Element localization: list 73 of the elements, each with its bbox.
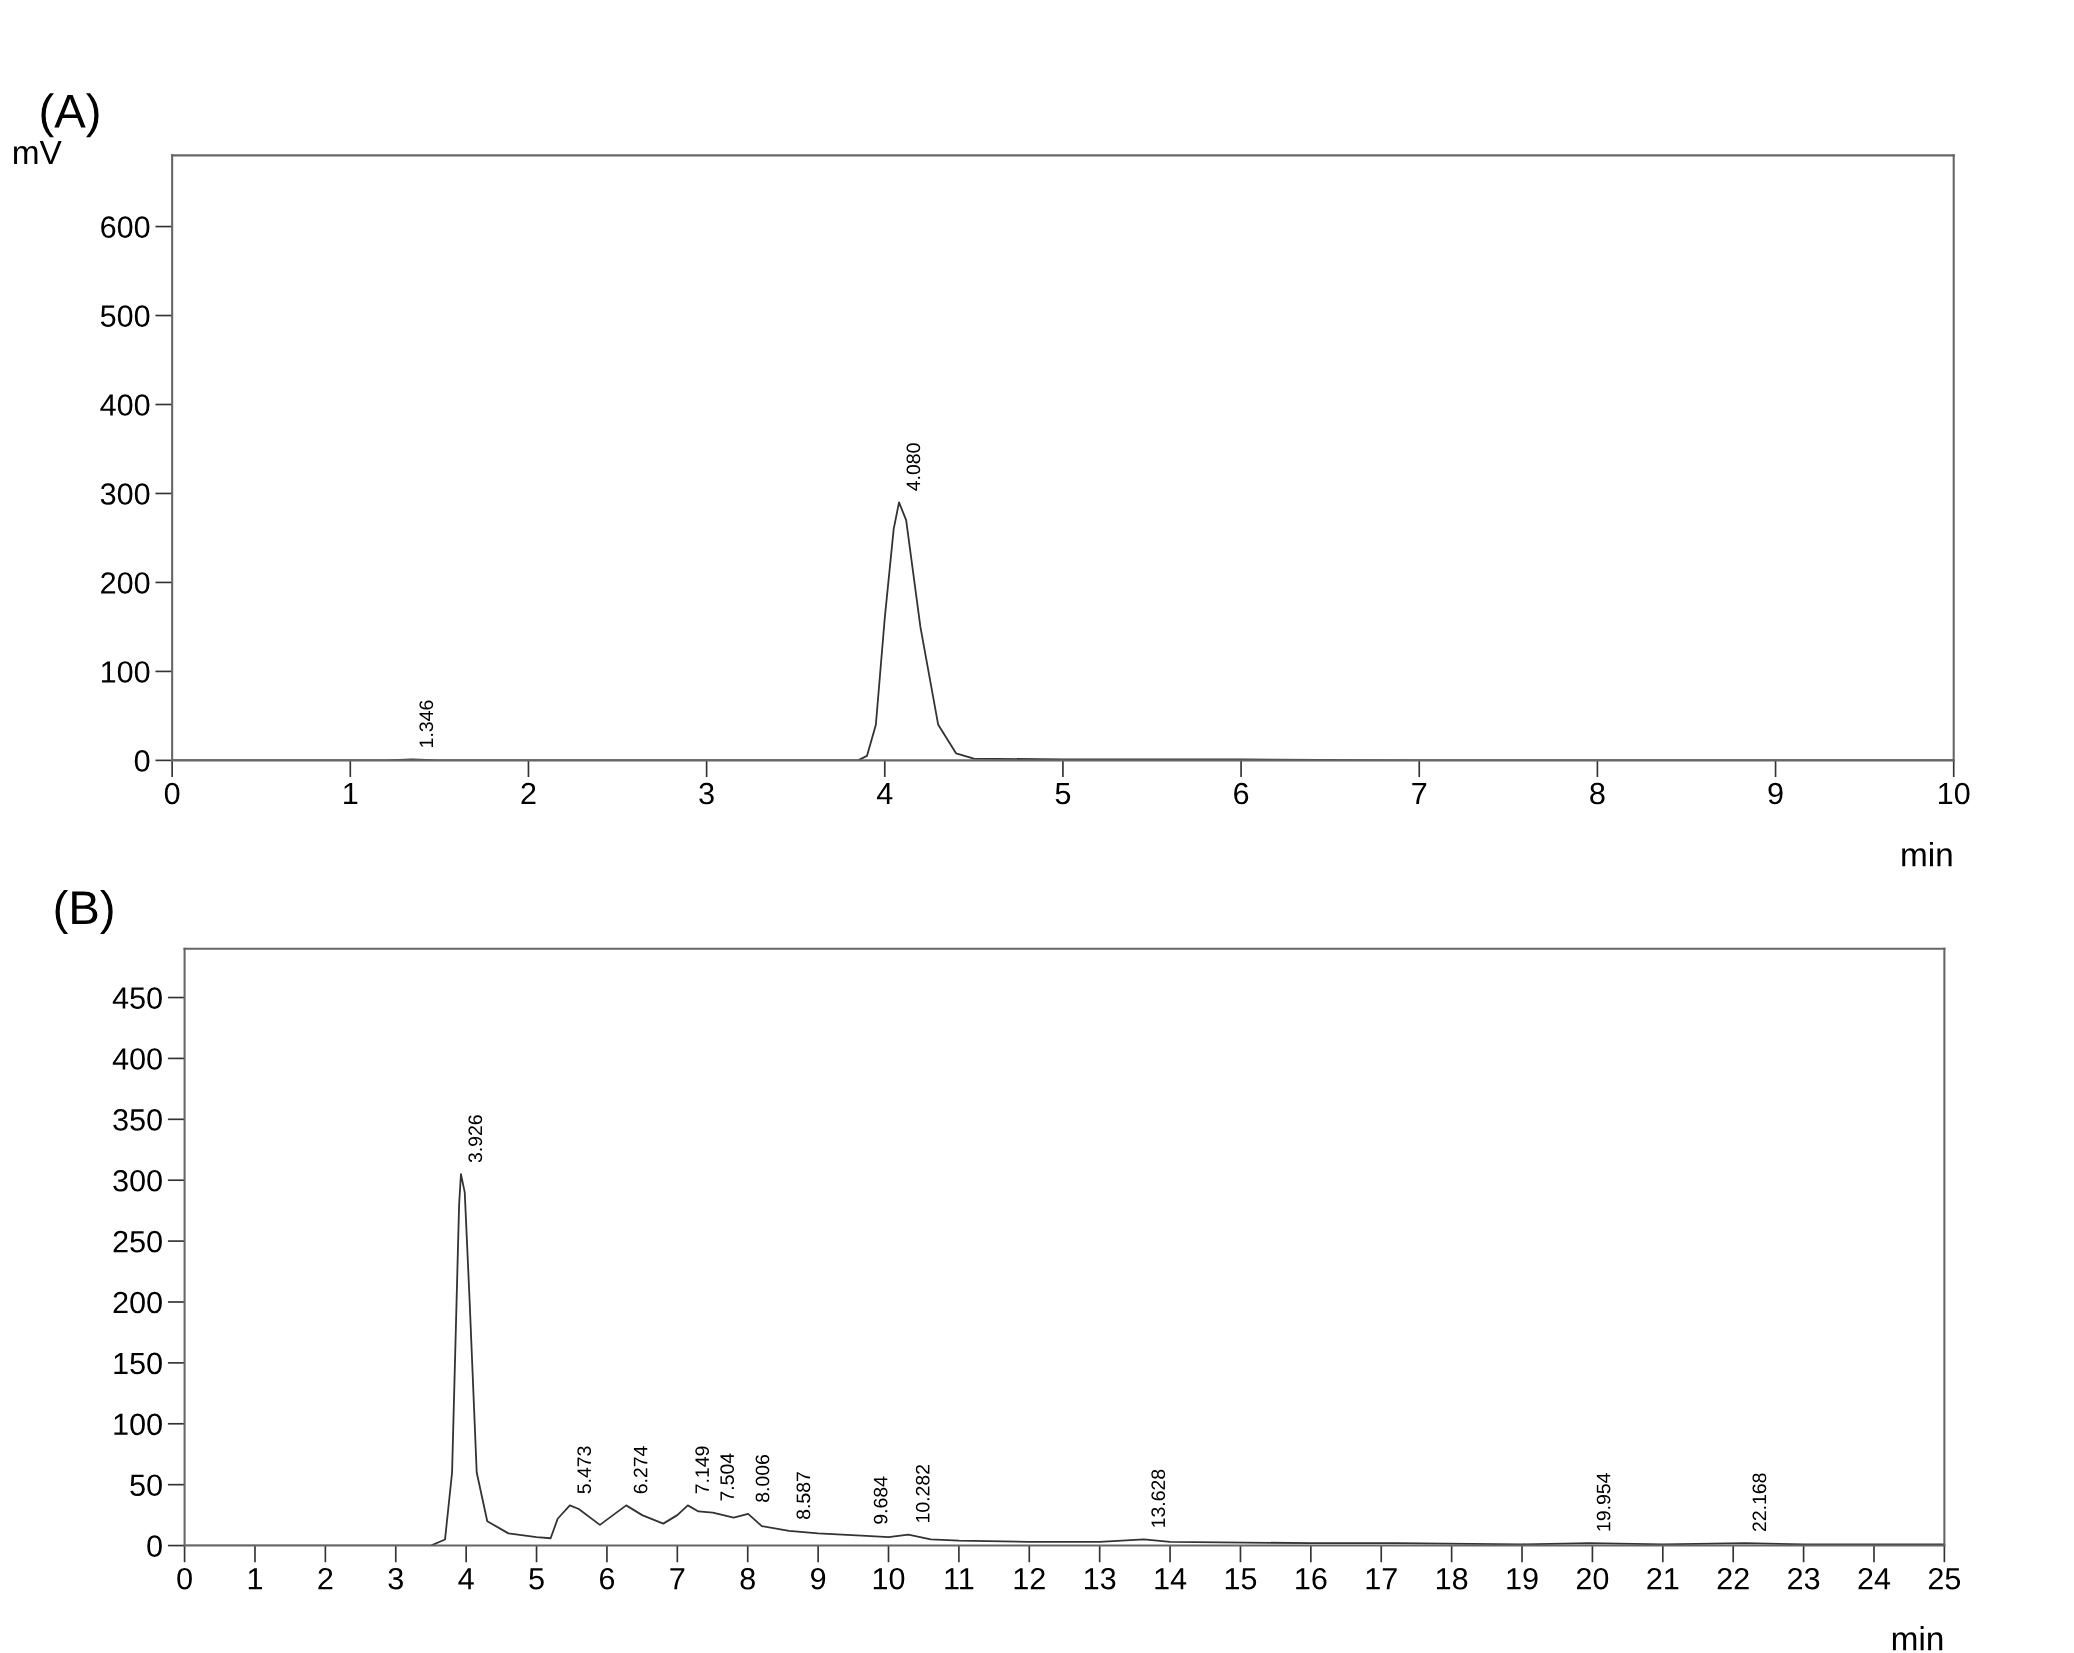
x-tick-label: 19	[1507, 1567, 1538, 1590]
annotation: 7.149	[695, 1446, 710, 1494]
x-tick-label: 7	[1412, 783, 1427, 805]
x-tick-label: 11	[945, 1568, 974, 1590]
annotation: 10.282	[915, 1464, 930, 1522]
y-tick-label: 400	[100, 394, 150, 416]
y-tick-label: 50	[130, 1474, 162, 1497]
x-tick-label: 17	[1366, 1568, 1397, 1590]
y-tick-label: 200	[101, 572, 150, 594]
x-tick-label: 6	[599, 1567, 615, 1590]
annotation: 8.006	[755, 1454, 770, 1502]
x-tick-label: 7	[670, 1568, 685, 1590]
y-tick-label: 500	[100, 305, 150, 327]
x-tick-label: 10	[1939, 782, 1970, 805]
y-tick-label: 250	[113, 1230, 162, 1253]
annotation: 6.274	[633, 1446, 648, 1494]
annotation: 19.954	[1596, 1473, 1611, 1531]
y-tick-label: 100	[101, 661, 150, 683]
y-tick-label: 600	[101, 216, 150, 238]
y-tick-label: 450	[112, 987, 162, 1009]
x-axis-title: min	[1892, 1626, 1943, 1651]
x-tick-label: 2	[318, 1567, 333, 1590]
y-tick-label: 200	[113, 1291, 162, 1314]
y-tick-label: 0	[134, 750, 150, 772]
x-tick-label: 0	[164, 782, 180, 805]
x-tick-label: 5	[1055, 783, 1071, 805]
x-tick-label: 14	[1155, 1568, 1187, 1590]
x-tick-label: 2	[521, 782, 536, 805]
y-tick-label: 0	[147, 1535, 162, 1557]
x-tick-label: 20	[1576, 1567, 1609, 1590]
x-tick-label: 21	[1647, 1567, 1679, 1590]
annotation: 22.168	[1752, 1473, 1767, 1532]
chart-title: (B)	[55, 889, 113, 934]
y-tick-label: 300	[100, 483, 150, 505]
x-tick-label: 25	[1928, 1567, 1961, 1590]
x-tick-label: 4	[458, 1568, 474, 1590]
x-tick-label: 8	[1590, 782, 1605, 805]
x-tick-label: 3	[388, 1567, 403, 1590]
x-tick-label: 22	[1717, 1567, 1749, 1590]
x-tick-label: 8	[740, 1567, 755, 1590]
x-tick-label: 9	[811, 1567, 826, 1590]
x-tick-label: 3	[699, 782, 714, 805]
y-tick-label: 100	[114, 1413, 162, 1436]
y-tick-label: 350	[113, 1109, 162, 1131]
x-tick-label: 23	[1788, 1567, 1820, 1590]
x-tick-label: 12	[1014, 1567, 1045, 1590]
annotation: 8.587	[796, 1472, 811, 1519]
x-tick-label: 16	[1296, 1567, 1327, 1590]
y-tick-label: 300	[113, 1169, 162, 1192]
x-tick-label: 9	[1768, 782, 1783, 805]
x-tick-label: 13	[1085, 1567, 1116, 1590]
x-tick-label: 10	[873, 1567, 905, 1590]
annotation: 9.684	[873, 1476, 888, 1524]
x-tick-label: 15	[1225, 1568, 1257, 1590]
annotation: 7.504	[720, 1453, 735, 1501]
y-tick-label: 400	[112, 1048, 162, 1070]
annotation: 3.926	[468, 1115, 483, 1163]
x-tick-label: 4	[876, 783, 893, 805]
annotation: 5.473	[577, 1446, 592, 1494]
x-tick-label: 1	[344, 783, 358, 805]
x-tick-label: 18	[1436, 1567, 1468, 1590]
x-tick-label: 24	[1858, 1567, 1891, 1590]
x-tick-label: 0	[177, 1567, 192, 1590]
x-tick-label: 1	[248, 1568, 262, 1590]
x-tick-label: 6	[1234, 782, 1249, 805]
x-tick-label: 5	[529, 1568, 544, 1590]
chart-title: (A)	[41, 93, 99, 138]
y-axis-title: mV	[14, 141, 62, 164]
y-tick-label: 150	[114, 1352, 162, 1375]
annotation: 13.628	[1151, 1469, 1166, 1527]
annotation: 1.346	[419, 700, 434, 747]
annotation: 4.080	[906, 443, 921, 491]
x-axis-title: min	[1902, 842, 1952, 867]
